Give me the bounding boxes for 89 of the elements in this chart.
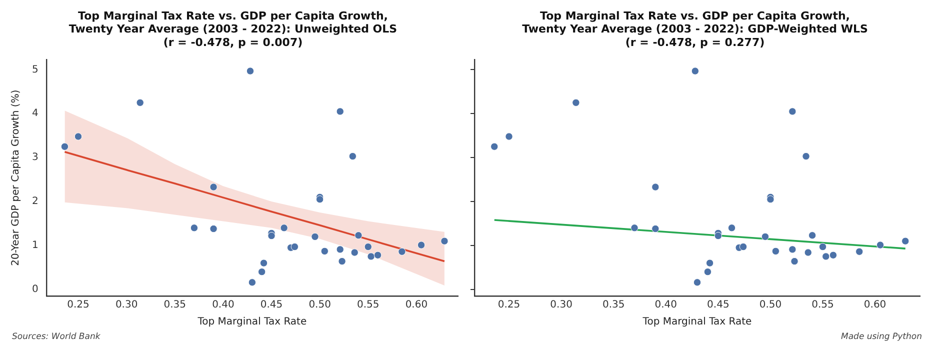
point xyxy=(704,268,712,276)
text: Twenty Year Average (2003 - 2022): Unweighted OLS xyxy=(68,22,398,36)
point xyxy=(60,142,69,150)
point xyxy=(290,242,299,251)
point xyxy=(316,195,324,204)
point xyxy=(311,232,319,241)
text: Twenty Year Average (2003 - 2022): GDP-Weighted WLS xyxy=(522,22,868,36)
point xyxy=(268,232,276,240)
source-note: Sources: World Bank xyxy=(11,331,102,342)
point xyxy=(691,67,700,75)
point xyxy=(338,257,346,266)
point xyxy=(706,259,714,267)
x-axis-title: Top Marginal Tax Rate xyxy=(196,316,307,328)
point xyxy=(739,242,748,251)
point xyxy=(822,252,830,260)
point xyxy=(210,224,218,233)
y-axis-title: 20-Year GDP per Capita Growth (%) xyxy=(10,90,22,266)
x-tick-label: 0.35 xyxy=(602,300,625,311)
x-tick-label: 0.60 xyxy=(864,300,886,311)
point xyxy=(348,152,357,160)
x-tick-label: 0.60 xyxy=(405,300,428,311)
point xyxy=(336,246,344,254)
point xyxy=(876,241,884,249)
x-tick-label: 0.40 xyxy=(654,300,678,311)
point xyxy=(572,98,580,107)
y-tick-label: 3 xyxy=(32,152,38,164)
x-tick-label: 0.25 xyxy=(67,300,90,311)
x-tick-label: 0.50 xyxy=(308,300,331,311)
point xyxy=(788,246,796,254)
point xyxy=(790,257,798,266)
point xyxy=(761,232,770,241)
point xyxy=(652,183,660,191)
x-tick-label: 0.25 xyxy=(498,300,520,311)
point xyxy=(829,251,838,259)
point xyxy=(246,67,254,75)
point xyxy=(190,224,198,232)
point xyxy=(788,108,796,116)
y-tick-label: 0 xyxy=(32,284,38,296)
y-tick-label: 1 xyxy=(32,240,38,252)
point xyxy=(74,132,82,140)
point xyxy=(804,248,812,256)
text: (r = -0.478, p = 0.277) xyxy=(625,36,765,49)
point xyxy=(350,248,358,256)
point xyxy=(320,247,329,256)
point xyxy=(210,183,218,191)
point xyxy=(630,224,638,232)
point xyxy=(808,232,816,240)
point xyxy=(802,152,810,160)
x-tick-label: 0.50 xyxy=(759,300,782,311)
x-tick-label: 0.30 xyxy=(115,300,138,311)
point xyxy=(367,252,375,260)
point xyxy=(490,142,498,150)
text: (r = -0.478, p = 0.007) xyxy=(163,36,303,49)
x-tick-label: 0.40 xyxy=(212,300,234,311)
y-tick-label: 2 xyxy=(32,196,38,208)
point xyxy=(440,237,448,245)
point xyxy=(714,232,722,240)
point xyxy=(260,259,268,267)
point xyxy=(902,237,910,245)
point xyxy=(136,98,144,107)
x-tick-label: 0.55 xyxy=(357,300,380,311)
y-tick-label: 4 xyxy=(32,108,38,120)
point xyxy=(652,224,660,233)
point xyxy=(505,132,513,140)
point xyxy=(855,248,864,256)
point xyxy=(258,268,266,276)
point xyxy=(398,248,406,256)
x-tick-label: 0.45 xyxy=(260,300,283,311)
y-tick-label: 5 xyxy=(32,64,38,76)
point xyxy=(364,242,372,251)
point xyxy=(354,232,362,240)
point xyxy=(772,247,780,256)
text: Made using Python xyxy=(840,331,923,342)
x-tick-label: 0.30 xyxy=(550,300,572,311)
point xyxy=(248,278,256,286)
text: Top Marginal Tax Rate vs. GDP per Capita Growth, xyxy=(78,9,388,22)
x-tick-label: 0.35 xyxy=(164,300,186,311)
point xyxy=(693,278,702,286)
point xyxy=(818,242,827,251)
point xyxy=(280,224,288,232)
x-axis-title: Top Marginal Tax Rate xyxy=(642,316,752,328)
point xyxy=(374,251,382,259)
x-tick-label: 0.45 xyxy=(707,300,730,311)
point xyxy=(417,241,426,249)
point xyxy=(336,108,344,116)
point xyxy=(728,224,736,232)
x-tick-label: 0.55 xyxy=(812,300,834,311)
point xyxy=(766,195,774,204)
text: Top Marginal Tax Rate vs. GDP per Capita Growth, xyxy=(540,9,850,22)
